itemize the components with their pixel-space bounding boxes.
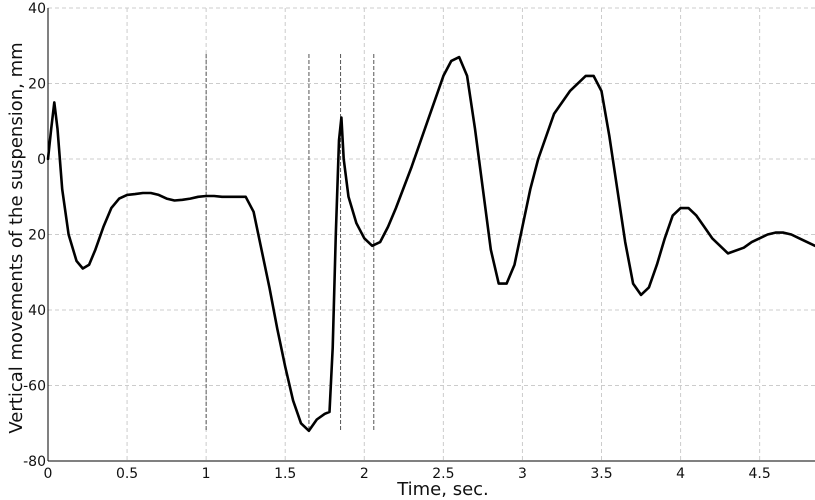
x-tick-label: 2.5 xyxy=(432,466,454,482)
y-tick-labels: 40 20 0 20 40 -60 -80 xyxy=(23,1,46,470)
y-axis-label: Vertical movements of the suspension, mm xyxy=(6,42,27,433)
series xyxy=(46,55,815,433)
x-tick-label: 4.5 xyxy=(749,466,771,482)
y-tick-label: 0 xyxy=(37,152,46,168)
y-tick-label: 20 xyxy=(28,77,46,93)
x-tick-label: 1.5 xyxy=(274,466,296,482)
x-tick-label: 0 xyxy=(44,466,53,482)
x-tick-labels: 0 0.5 1 1.5 2 2.5 3 3.5 4 4.5 xyxy=(44,466,771,482)
y-tick-label: 20 xyxy=(28,228,46,244)
x-tick-label: 2 xyxy=(360,466,369,482)
y-tick-label: 40 xyxy=(28,303,46,319)
x-tick-label: 3.5 xyxy=(590,466,612,482)
x-tick-label: 1 xyxy=(202,466,211,482)
axes xyxy=(47,8,815,462)
y-tick-label: -80 xyxy=(23,454,46,470)
grid xyxy=(48,7,815,461)
x-axis-label: Time, sec. xyxy=(396,479,489,500)
x-tick-label: 0.5 xyxy=(116,466,138,482)
y-tick-label: -60 xyxy=(23,379,46,395)
series-line-0 xyxy=(46,55,815,433)
x-tick-label: 3 xyxy=(518,466,527,482)
y-tick-label: 40 xyxy=(28,1,46,17)
vertical-markers xyxy=(205,54,375,432)
x-tick-label: 4 xyxy=(676,466,685,482)
